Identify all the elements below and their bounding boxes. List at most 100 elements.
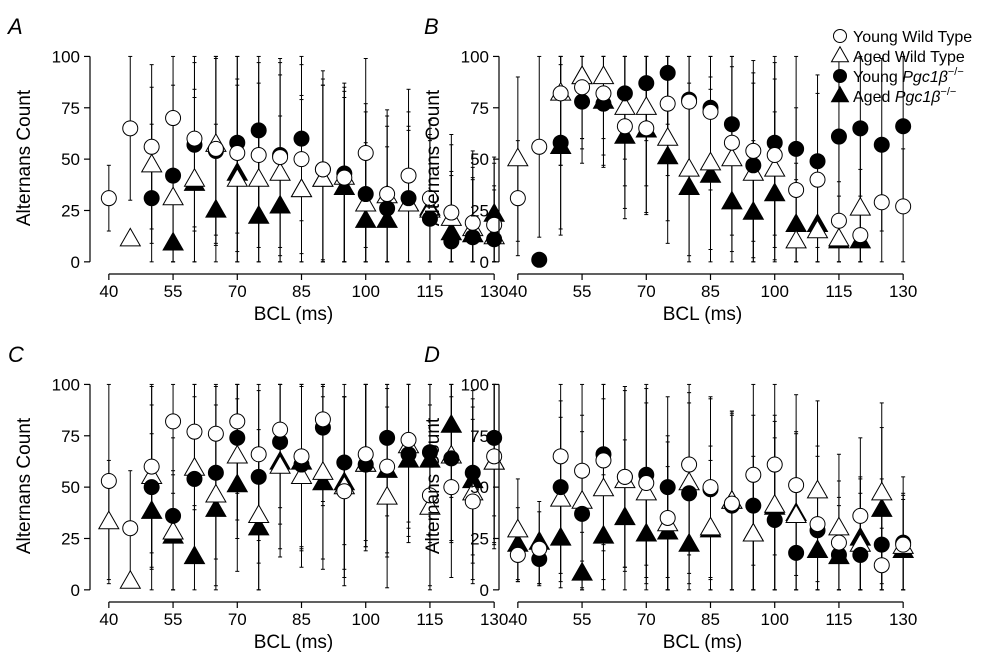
point-yko <box>229 429 246 446</box>
point-ywt <box>873 194 890 211</box>
point-ywt <box>379 186 396 203</box>
point-awt <box>635 481 658 501</box>
point-awt <box>828 227 850 247</box>
legend-label-text: Aged Wild Type <box>853 49 965 66</box>
point-ako <box>205 497 227 517</box>
y-tick-label: 100 <box>461 47 489 66</box>
point-awt <box>806 219 829 239</box>
legend-label-genotype: −/− <box>940 86 956 98</box>
point-ywt <box>421 487 438 504</box>
legend-label-gene: Pgc1β <box>895 89 941 106</box>
point-ywt <box>122 120 139 137</box>
point-ywt <box>143 458 160 475</box>
point-ako <box>376 208 398 228</box>
point-awt <box>571 489 593 509</box>
point-yko <box>443 450 460 467</box>
series-ywt <box>100 411 503 537</box>
x-tick-label: 40 <box>99 610 118 629</box>
point-ako <box>656 145 679 165</box>
point-ywt <box>681 456 698 473</box>
point-yko <box>552 134 569 151</box>
point-ywt <box>464 493 481 510</box>
y-tick-label: 75 <box>470 427 489 446</box>
y-axis-title: Alternans Count <box>14 89 35 226</box>
point-yko <box>638 75 655 92</box>
point-yko <box>574 93 591 110</box>
point-ywt <box>464 214 481 231</box>
point-ywt <box>788 181 805 198</box>
x-tick-label: 85 <box>292 610 311 629</box>
legend-marker-awt <box>830 45 850 63</box>
point-ywt <box>745 466 762 483</box>
point-yko <box>421 210 438 227</box>
series-yko <box>143 419 503 524</box>
point-ywt <box>509 546 526 563</box>
point-yko <box>400 446 417 463</box>
panel-letter: A <box>6 14 23 39</box>
x-tick-label: 115 <box>416 610 443 629</box>
y-tick-label: 50 <box>470 478 489 497</box>
legend-entry-ako: Aged Pgc1β−/− <box>830 85 956 106</box>
point-ako <box>870 497 893 517</box>
y-tick-label: 25 <box>61 529 80 548</box>
x-tick-label: 130 <box>889 610 917 629</box>
point-ako <box>699 163 722 183</box>
point-ywt <box>702 103 719 120</box>
panel-c: C 0 25 50 75 100 40 55 70 85 100 115 130 BCL (ms) Alte… <box>8 342 508 653</box>
point-ywt <box>830 534 847 551</box>
point-awt <box>162 186 184 206</box>
point-awt <box>785 229 807 249</box>
x-tick-label: 115 <box>416 282 443 301</box>
y-tick-label: 100 <box>52 375 80 394</box>
legend-label-text: Young <box>853 69 902 86</box>
point-awt <box>247 167 270 187</box>
point-awt <box>205 483 227 503</box>
point-ako <box>763 182 786 202</box>
point-awt <box>828 516 850 536</box>
point-awt <box>870 481 893 501</box>
point-ywt <box>143 138 160 155</box>
point-awt <box>785 503 807 523</box>
point-ywt <box>229 413 246 430</box>
point-awt <box>721 147 743 167</box>
y-axis-title: Alternans Count <box>423 417 444 554</box>
point-ywt <box>421 190 438 207</box>
point-yko <box>574 505 591 522</box>
point-awt <box>97 510 120 530</box>
panels: A 0 25 50 75 100 40 55 70 85 100 115 130 BCL (ms) Alte… <box>6 14 917 653</box>
x-tick-label: 85 <box>701 282 720 301</box>
x-axis-title: BCL (ms) <box>663 304 743 325</box>
point-ako <box>721 190 743 210</box>
point-ywt <box>531 540 548 557</box>
point-ako <box>592 524 615 544</box>
point-awt <box>247 503 270 523</box>
point-ywt <box>207 140 224 157</box>
x-tick-label: 130 <box>889 282 917 301</box>
point-yko <box>745 497 762 514</box>
point-yko <box>464 229 481 246</box>
point-yko <box>379 429 396 446</box>
point-awt <box>226 444 249 464</box>
point-yko <box>293 130 310 147</box>
y-tick-label: 50 <box>470 150 489 169</box>
point-yko <box>379 200 396 217</box>
y-tick-label: 0 <box>71 253 80 272</box>
point-awt <box>140 153 163 173</box>
point-yko <box>165 507 182 524</box>
point-yko <box>723 116 740 133</box>
y-tick-label: 50 <box>61 150 80 169</box>
point-yko <box>745 157 762 174</box>
y-tick-label: 0 <box>480 581 489 600</box>
point-ywt <box>122 520 139 537</box>
legend-label-genotype: −/− <box>948 66 964 78</box>
point-awt <box>849 196 872 216</box>
legend-label-text: Young Wild Type <box>853 29 972 46</box>
point-yko <box>830 128 847 145</box>
legend-entry-ywt: Young Wild Type <box>833 29 972 46</box>
point-ywt <box>616 118 633 135</box>
y-tick-label: 25 <box>61 201 80 220</box>
x-tick-label: 55 <box>164 282 183 301</box>
point-awt <box>312 460 334 480</box>
y-tick-label: 100 <box>52 47 80 66</box>
point-ywt <box>272 421 289 438</box>
